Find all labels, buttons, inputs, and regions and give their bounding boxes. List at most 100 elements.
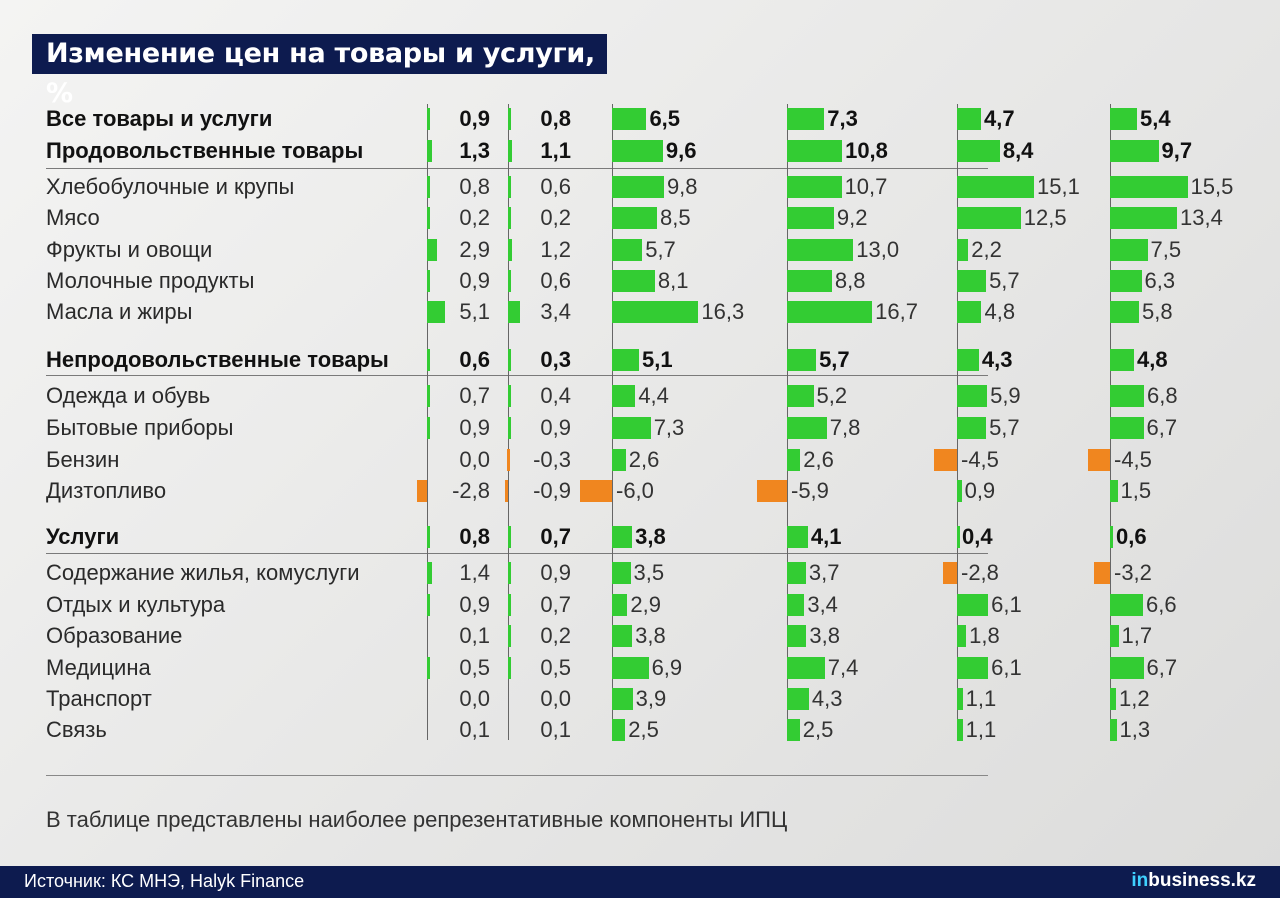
value-label: 5,8 [1142,299,1173,324]
value-bar [612,688,633,710]
value-bar [756,480,787,502]
value-label: 0,8 [459,524,490,549]
value-bar [957,594,989,616]
value-bar [508,270,511,292]
value-label: 5,2 [816,383,848,408]
value-bar [1110,301,1139,323]
value-bar [1110,625,1119,647]
value-label: 8,1 [657,268,689,293]
value-bar [957,239,969,261]
value-label: 4,8 [1137,347,1168,372]
value-bar [787,349,817,371]
value-label: 0,2 [540,623,571,648]
value-label: 0,9 [459,415,490,440]
value-bar [957,270,987,292]
value-bar [427,301,445,323]
row-label: Транспорт [46,686,152,711]
value-bar [1110,688,1116,710]
footer-bar: Источник: КС МНЭ, Halyk Finance inbusine… [0,866,1280,898]
value-label: 10,8 [845,138,888,163]
value-bar [417,480,427,502]
value-label: 1,3 [1119,717,1151,742]
value-bar [1110,526,1113,548]
value-label: -0,3 [533,447,571,472]
value-label: 4,4 [638,383,669,408]
value-label: 2,9 [630,592,661,617]
value-label: 6,7 [1146,415,1178,440]
value-bar [787,207,834,229]
value-label: 16,3 [701,299,745,324]
section-separator [46,375,988,376]
footer-divider [46,775,988,776]
value-label: 6,6 [1146,592,1177,617]
value-label: 0,9 [964,478,996,503]
value-label: 6,9 [651,655,683,680]
value-bar [957,625,967,647]
value-label: 4,8 [984,299,1016,324]
value-label: 0,4 [962,524,993,549]
row-label: Дизтопливо [46,478,167,503]
value-label: 3,8 [635,524,666,549]
value-label: 0,9 [540,415,571,440]
value-label: 0,9 [459,106,490,131]
value-bar [787,417,827,439]
brand-logo[interactable]: inbusiness.kz [1131,870,1256,892]
value-bar [612,140,663,162]
value-label: 3,5 [633,560,665,585]
table-note: В таблице представлены наиболее репрезен… [46,807,788,832]
value-bar [508,349,511,371]
value-label: 9,2 [836,205,868,230]
value-label: 0,9 [459,592,490,617]
value-label: 6,7 [1146,655,1178,680]
row-label: Молочные продукты [46,268,255,293]
value-label: 2,5 [802,717,834,742]
value-label: 0,5 [459,655,490,680]
value-bar [612,270,655,292]
value-label: -3,2 [1114,560,1152,585]
value-label: 2,5 [628,717,659,742]
value-label: 6,5 [649,106,681,131]
value-bar [787,140,843,162]
value-label: 9,7 [1161,138,1193,163]
value-label: 8,8 [834,268,866,293]
value-label: 0,7 [540,524,571,549]
value-label: 1,7 [1121,623,1153,648]
value-bar [612,594,628,616]
value-bar [957,417,987,439]
row-label: Хлебобулочные и крупы [46,174,295,199]
row-label: Продовольственные товары [46,138,364,163]
value-bar [1110,657,1144,679]
value-bar [612,719,626,741]
value-bar [787,108,825,130]
value-bar [787,270,832,292]
value-bar [787,449,801,471]
value-label: 0,1 [540,717,571,742]
value-label: 7,4 [827,655,859,680]
value-bar [1110,719,1117,741]
value-label: 3,4 [807,592,838,617]
row-label: Содержание жилья, комуслуги [46,560,360,585]
value-label: 5,9 [990,383,1021,408]
value-bar [427,176,430,198]
value-bar [1110,207,1177,229]
value-label: 2,6 [803,447,834,472]
value-bar [787,719,800,741]
value-label: 6,3 [1144,268,1176,293]
value-bar [787,562,806,584]
value-bar [787,688,809,710]
value-bar [1110,270,1142,292]
value-bar [508,417,512,439]
value-bar [508,385,511,407]
value-bar [1094,562,1110,584]
value-label: 10,7 [844,174,888,199]
section-separator [46,168,988,169]
value-label: 0,2 [459,205,490,230]
value-label: 5,4 [1140,106,1171,131]
value-label: 7,3 [827,106,858,131]
value-bar [427,108,431,130]
value-bar [957,657,989,679]
value-label: 15,5 [1190,174,1234,199]
value-label: 3,8 [635,623,666,648]
value-label: 1,1 [540,138,571,163]
row-label: Одежда и обувь [46,383,211,408]
